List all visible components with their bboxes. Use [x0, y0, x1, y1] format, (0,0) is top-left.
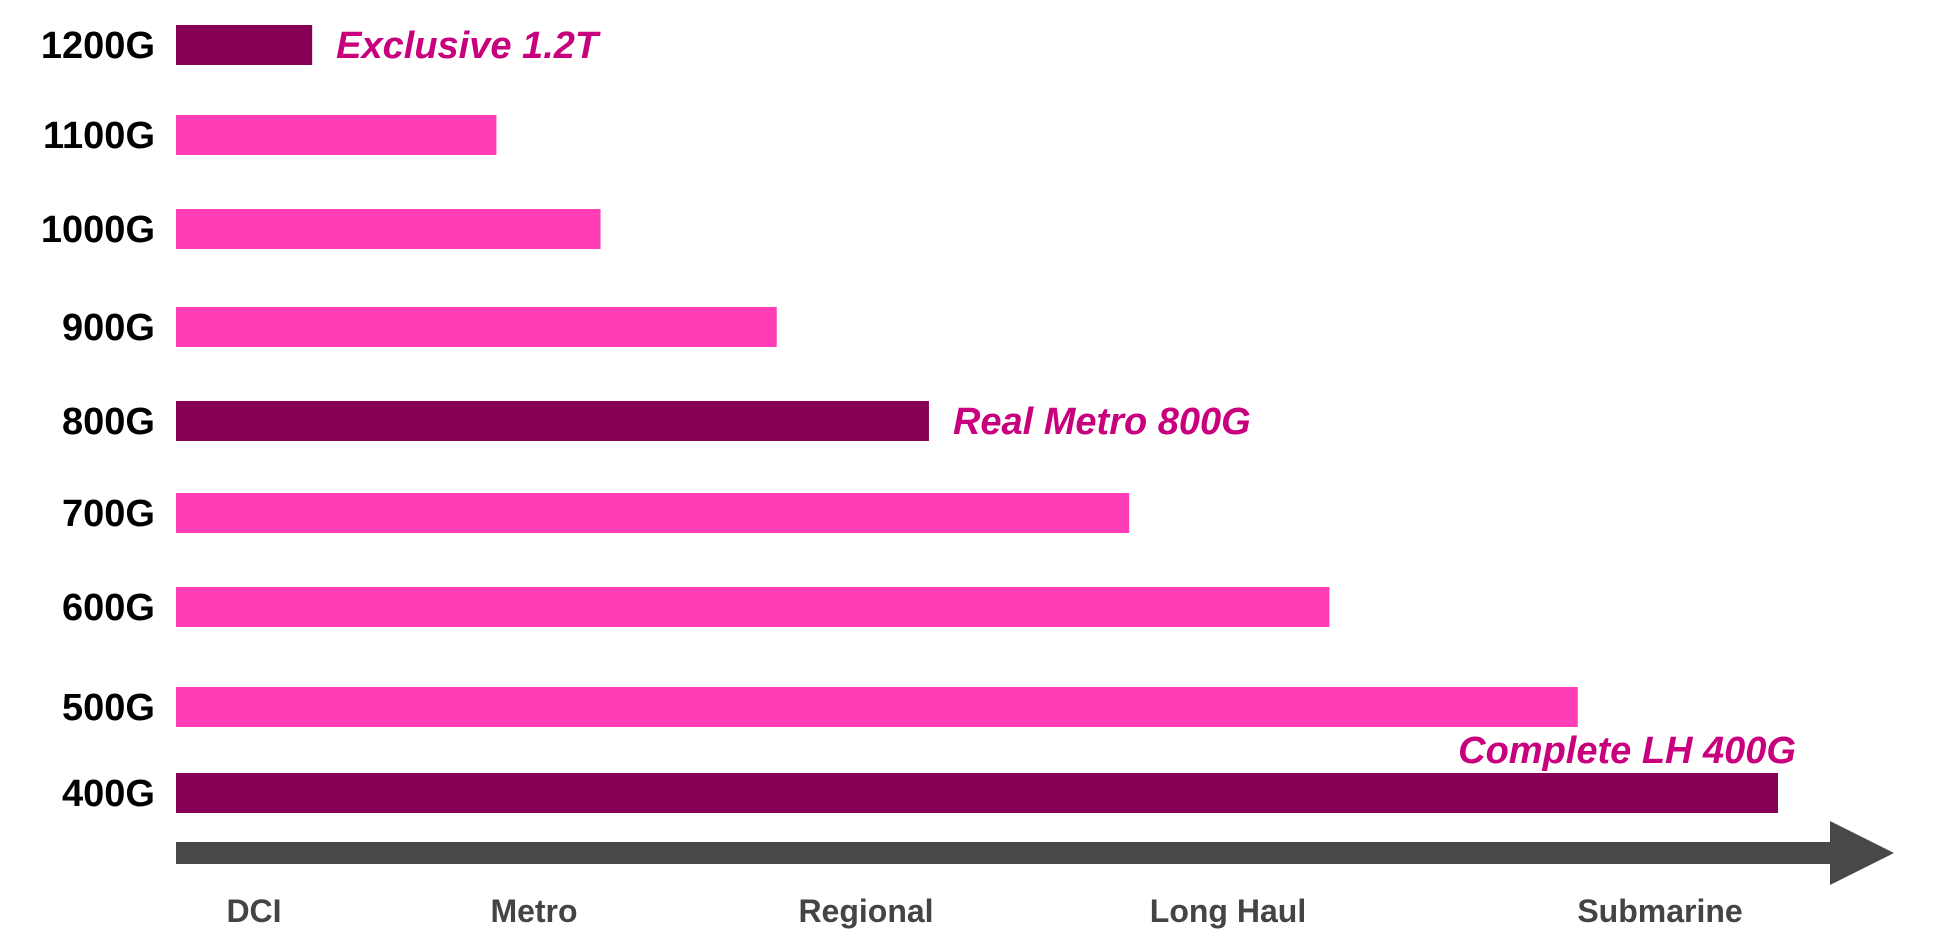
- bar-1200g: [176, 25, 313, 65]
- category-label-900g: 900G: [62, 307, 155, 349]
- category-label-400g: 400G: [62, 773, 155, 815]
- x-axis-label-long-haul: Long Haul: [1150, 893, 1306, 929]
- axis-arrow-shaft: [176, 842, 1840, 864]
- x-axis: [176, 821, 1894, 885]
- x-axis-label-dci: DCI: [226, 893, 281, 929]
- annotation-exclusive-1-2t: Exclusive 1.2T: [336, 25, 601, 67]
- annotation-real-metro-800g: Real Metro 800G: [953, 401, 1251, 443]
- bar-1100g: [176, 115, 497, 155]
- category-label-1200g: 1200G: [41, 25, 155, 67]
- category-label-1100g: 1100G: [43, 115, 155, 157]
- bar-1000g: [176, 209, 601, 249]
- category-label-800g: 800G: [62, 401, 155, 443]
- bars-layer: [176, 25, 1778, 813]
- x-axis-labels: DCI Metro Regional Long Haul Submarine: [226, 893, 1742, 929]
- x-axis-label-regional: Regional: [798, 893, 933, 929]
- bar-800g: [176, 401, 929, 441]
- x-axis-label-submarine: Submarine: [1577, 893, 1742, 929]
- annotation-complete-lh-400g: Complete LH 400G: [1458, 730, 1796, 772]
- bar-600g: [176, 587, 1330, 627]
- category-labels: 1200G 1100G 1000G 900G 800G 700G 600G 500G 400G: [41, 25, 155, 815]
- bar-900g: [176, 307, 777, 347]
- category-label-1000g: 1000G: [41, 209, 155, 251]
- category-label-600g: 600G: [62, 587, 155, 629]
- bar-500g: [176, 687, 1578, 727]
- category-label-700g: 700G: [62, 493, 155, 535]
- annotations: Exclusive 1.2T Real Metro 800G Complete LH…: [336, 25, 1796, 772]
- bar-400g: [176, 773, 1778, 813]
- axis-arrow-head: [1830, 821, 1894, 885]
- category-label-500g: 500G: [62, 687, 155, 729]
- x-axis-label-metro: Metro: [490, 893, 577, 929]
- bar-700g: [176, 493, 1130, 533]
